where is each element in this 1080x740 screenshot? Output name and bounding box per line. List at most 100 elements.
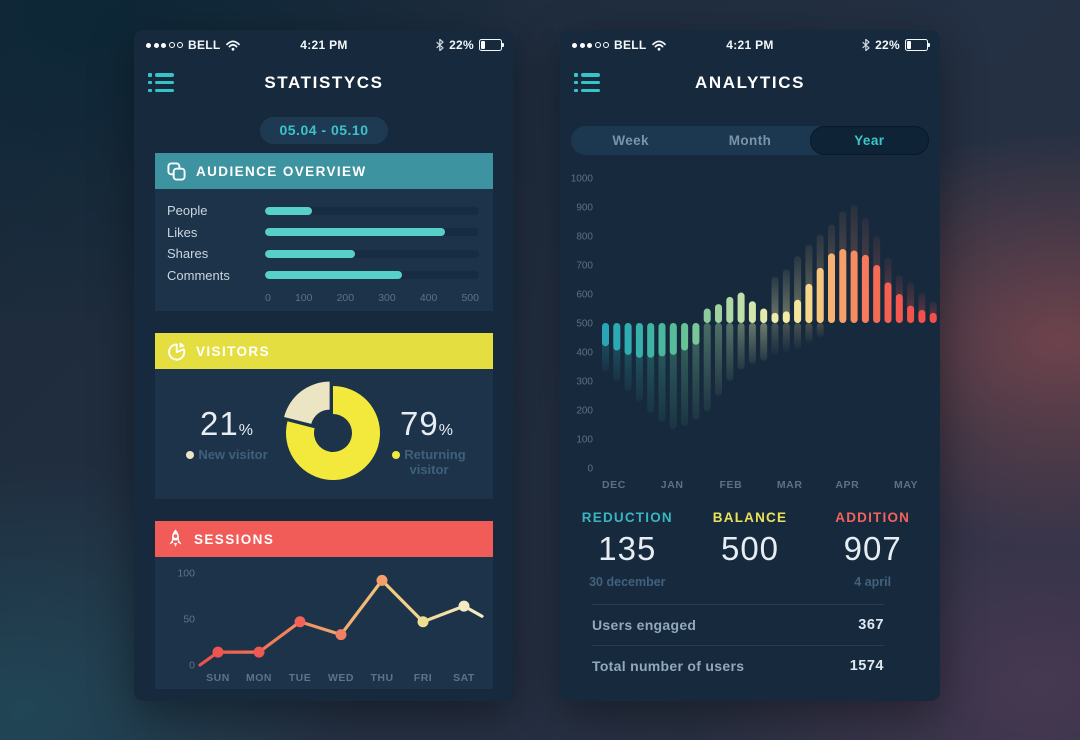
- audience-overview-card: AUDIENCE OVERVIEW People Likes Shares Comme…: [155, 153, 493, 311]
- signal-strength-icon: [146, 42, 183, 48]
- waveform-bright-bar: [726, 296, 734, 323]
- y-axis-tick: 900: [576, 203, 593, 214]
- page-title: STATISTYCS: [264, 73, 384, 92]
- waveform-bright-bar: [737, 292, 745, 323]
- waveform-bright-bar: [760, 308, 768, 323]
- total-users-label: Total number of users: [592, 658, 745, 674]
- total-users-row: Total number of users 1574: [592, 645, 884, 686]
- axis-tick: 200: [336, 292, 355, 304]
- waveform-reflection-bar: [771, 323, 779, 355]
- stat-addition-date: 4 april: [854, 575, 892, 589]
- sessions-data-point: [376, 574, 388, 586]
- month-label: APR: [835, 479, 859, 491]
- stat-reduction: REDUCTION 135 30 december: [566, 510, 689, 590]
- waveform-bright-bar: [624, 323, 632, 355]
- audience-card-header: AUDIENCE OVERVIEW: [155, 153, 493, 189]
- menu-icon[interactable]: [148, 73, 174, 92]
- battery-percent: 22%: [875, 38, 900, 52]
- donut-slice: [286, 386, 380, 480]
- donut-slice: [284, 381, 330, 424]
- waveform-shadow-bar: [715, 323, 722, 396]
- y-axis-tick: 0: [587, 464, 593, 475]
- axis-tick: 400: [419, 292, 438, 304]
- audience-bar-label: People: [167, 203, 208, 219]
- menu-icon[interactable]: [574, 73, 600, 92]
- waveform-bright-bar: [929, 312, 937, 323]
- wifi-icon: [225, 40, 240, 51]
- waveform-shadow-bar: [771, 276, 779, 323]
- waveform-shadow-bar: [760, 323, 768, 361]
- user-metrics-list: Users engaged 367 Total number of users …: [560, 604, 940, 686]
- waveform-bright-bar: [635, 323, 643, 358]
- visitors-card: VISITORS 21% New visitor 79% Returning v…: [155, 333, 493, 499]
- audience-bar-track: [265, 206, 479, 215]
- stat-balance: BALANCE 500: [689, 510, 812, 590]
- month-label: DEC: [602, 479, 626, 491]
- status-bar: BELL 4:21 PM 22%: [134, 30, 514, 60]
- x-axis-label: SAT: [453, 672, 475, 684]
- axis-tick: 0: [265, 292, 271, 304]
- bluetooth-icon: [862, 39, 870, 51]
- audience-bar-label: Comments: [167, 267, 230, 283]
- waveform-bright-bar: [647, 323, 655, 358]
- audience-bar-track: [265, 271, 479, 280]
- returning-visitor-label: Returning visitor: [404, 447, 466, 477]
- pie-chart-icon: [168, 342, 186, 361]
- audience-bar-fill: [265, 271, 402, 280]
- waveform-bright-bar: [669, 323, 677, 355]
- audience-bar-label: Likes: [167, 224, 198, 240]
- battery-icon: [479, 39, 504, 51]
- tab-month[interactable]: Month: [728, 133, 772, 148]
- sessions-data-point: [458, 600, 470, 612]
- summary-stats: REDUCTION 135 30 december BALANCE 500 AD…: [560, 498, 940, 590]
- audience-bar-fill: [265, 228, 445, 237]
- waveform-bright-bar: [658, 323, 666, 357]
- waveform-bright-bar: [715, 304, 722, 323]
- waveform-bright-bar: [748, 301, 756, 323]
- sessions-card: SESSIONS 100 50 0 SUN MON TUE WED THU FRI SAT: [155, 521, 493, 689]
- waveform-bright-bar: [907, 305, 915, 323]
- stat-balance-label: BALANCE: [712, 510, 788, 525]
- battery-percent: 22%: [449, 38, 474, 52]
- y-axis-tick: 600: [576, 290, 593, 301]
- statistics-phone: BELL 4:21 PM 22% STATISTYCS 05.04 - 05.1…: [134, 30, 514, 701]
- y-axis-tick: 700: [576, 261, 593, 272]
- waveform-bright-bar: [613, 323, 621, 351]
- waveform-reflection-bar: [782, 323, 790, 352]
- returning-visitor-percent: 79: [400, 405, 439, 442]
- stat-balance-date: [689, 575, 812, 590]
- waveform-shadow-bar: [726, 323, 734, 381]
- sessions-data-point: [335, 629, 347, 641]
- waveform-bright-bar: [918, 309, 926, 323]
- battery-icon: [905, 39, 930, 51]
- tab-year[interactable]: Year: [809, 126, 929, 155]
- sessions-data-point: [417, 616, 429, 628]
- axis-tick: 100: [294, 292, 313, 304]
- bluetooth-icon: [436, 39, 444, 51]
- visitors-donut-chart: [284, 381, 380, 480]
- x-axis-label: TUE: [289, 672, 312, 684]
- audience-bar-row: Shares: [155, 243, 493, 265]
- audience-bar-chart: People Likes Shares Comments: [155, 189, 493, 286]
- y-axis-tick: 100: [576, 435, 593, 446]
- copy-icon: [167, 161, 186, 181]
- y-axis-tick: 400: [576, 348, 593, 359]
- stat-reduction-label: REDUCTION: [581, 510, 673, 525]
- audience-bar-fill: [265, 206, 313, 215]
- app-header: STATISTYCS: [134, 60, 514, 107]
- waveform-bright-bar: [873, 265, 881, 323]
- y-axis-tick: 300: [576, 377, 593, 388]
- sessions-card-header: SESSIONS: [155, 521, 493, 557]
- x-axis-label: FRI: [414, 672, 432, 684]
- audience-bar-row: Likes: [155, 222, 493, 244]
- users-engaged-value: 367: [858, 617, 884, 633]
- page-title: ANALYTICS: [694, 73, 806, 92]
- x-axis-label: SUN: [206, 672, 230, 684]
- date-range-pill[interactable]: 05.04 - 05.10: [260, 117, 388, 144]
- wifi-icon: [651, 40, 666, 51]
- audience-bar-label: Shares: [167, 246, 209, 262]
- waveform-bright-bar: [839, 249, 847, 323]
- tab-week[interactable]: Week: [612, 133, 649, 148]
- waveform-bright-bar: [884, 282, 892, 323]
- carrier-label: BELL: [188, 38, 221, 52]
